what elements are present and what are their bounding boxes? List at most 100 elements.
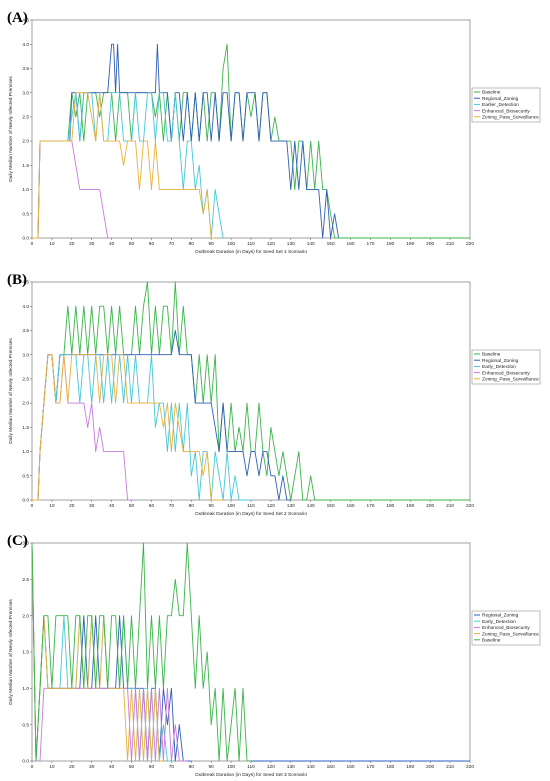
x-tick-label: 190 bbox=[406, 503, 414, 509]
panel-b-label: (B) bbox=[7, 272, 27, 288]
x-tick-label: 200 bbox=[426, 241, 434, 247]
x-tick-label: 50 bbox=[129, 241, 135, 247]
x-tick-label: 200 bbox=[426, 764, 434, 770]
y-tick-label: 1.0 bbox=[22, 686, 29, 692]
legend-entry: Regional_Zoning bbox=[482, 613, 519, 619]
x-tick-label: 80 bbox=[189, 503, 195, 509]
series-line-zoning-pass-surveillance bbox=[32, 354, 224, 501]
x-axis-label: Outbreak Duration (in Days) for Seed Set… bbox=[195, 511, 307, 517]
x-tick-label: 180 bbox=[386, 764, 394, 770]
y-tick-label: 2.5 bbox=[22, 114, 29, 120]
x-tick-label: 0 bbox=[31, 241, 34, 247]
chart-a-svg: 0 10 20 30 40 50 60 70 80 90 100 110 120 130 140 150 160… bbox=[8, 18, 541, 255]
y-axis-label: Daily Median Number of Newly Infected Pr… bbox=[8, 76, 14, 182]
legend-entry: Early_Detection bbox=[482, 619, 516, 625]
chart-c-svg: 0 10 20 30 40 50 60 70 80 90 100 110 120 130 140 150 160… bbox=[8, 541, 541, 778]
x-tick-label: 10 bbox=[49, 241, 55, 247]
x-tick-label: 220 bbox=[466, 764, 474, 770]
x-tick-label: 40 bbox=[109, 503, 115, 509]
y-tick-label: 4.5 bbox=[22, 280, 29, 286]
x-tick-label: 220 bbox=[466, 503, 474, 509]
x-tick-label: 20 bbox=[69, 241, 75, 247]
legend-entry: Regional_Zoning bbox=[482, 358, 519, 364]
legend-box bbox=[471, 349, 541, 385]
x-tick-label: 130 bbox=[287, 503, 295, 509]
x-tick-label: 60 bbox=[149, 764, 155, 770]
legend-entry: Zoning_Pass_Surveillance bbox=[482, 115, 539, 121]
x-tick-label: 180 bbox=[386, 503, 394, 509]
x-tick-label: 130 bbox=[287, 241, 295, 247]
series-line-zoning-pass-surveillance bbox=[31, 542, 164, 762]
legend-entry: Enhanced_Biosecurity bbox=[482, 625, 530, 631]
x-tick-label: 70 bbox=[169, 503, 175, 509]
x-tick-label: 190 bbox=[406, 241, 414, 247]
x-tick-label: 180 bbox=[386, 241, 394, 247]
series-line-earlier-detection bbox=[32, 92, 224, 239]
y-tick-label: 3.0 bbox=[22, 541, 29, 547]
x-tick-label: 90 bbox=[209, 503, 215, 509]
y-tick-label: 2.5 bbox=[22, 577, 29, 583]
x-tick-label: 0 bbox=[31, 764, 34, 770]
x-tick-label: 190 bbox=[406, 764, 414, 770]
x-tick-label: 50 bbox=[129, 503, 135, 509]
x-tick-label: 210 bbox=[446, 241, 454, 247]
x-tick-label: 170 bbox=[366, 503, 374, 509]
y-tick-label: 3.0 bbox=[22, 352, 29, 358]
x-tick-label: 120 bbox=[267, 241, 275, 247]
x-tick-label: 130 bbox=[287, 764, 295, 770]
x-tick-label: 90 bbox=[209, 241, 215, 247]
x-tick-label: 160 bbox=[347, 503, 355, 509]
legend-entry: Zoning_Pass_Surveillance bbox=[482, 631, 539, 637]
y-tick-label: 0.0 bbox=[22, 236, 29, 242]
x-tick-label: 210 bbox=[446, 764, 454, 770]
x-tick-label: 40 bbox=[109, 764, 115, 770]
x-tick-label: 100 bbox=[227, 503, 235, 509]
x-tick-label: 150 bbox=[327, 241, 335, 247]
x-tick-label: 30 bbox=[89, 503, 95, 509]
y-tick-label: 2.0 bbox=[22, 139, 29, 145]
series-line-zoning-pass-surveillance bbox=[32, 92, 216, 239]
x-tick-label: 150 bbox=[327, 503, 335, 509]
x-tick-label: 70 bbox=[169, 764, 175, 770]
legend-entry: Early_Detection bbox=[482, 364, 516, 370]
x-tick-label: 40 bbox=[109, 241, 115, 247]
x-tick-label: 170 bbox=[366, 764, 374, 770]
legend-entry: Baseline bbox=[482, 638, 501, 644]
legend-box bbox=[471, 87, 541, 123]
series-line-regional-zoning bbox=[32, 43, 340, 239]
plot-area bbox=[31, 281, 471, 501]
y-tick-label: 1.5 bbox=[22, 163, 29, 169]
x-tick-label: 20 bbox=[69, 503, 75, 509]
x-tick-label: 10 bbox=[49, 503, 55, 509]
y-tick-label: 4.0 bbox=[22, 304, 29, 310]
x-tick-label: 140 bbox=[307, 764, 315, 770]
x-tick-label: 140 bbox=[307, 503, 315, 509]
x-tick-label: 220 bbox=[466, 241, 474, 247]
legend-entry: Enhanced_Biosecurity bbox=[482, 370, 530, 376]
chart-panel-c: (C) 0 10 20 30 40 50 60 70 80 90 100 110 120 130 140 15… bbox=[0, 523, 550, 781]
y-tick-label: 3.0 bbox=[22, 90, 29, 96]
legend-entry: Regional_Zoning bbox=[482, 96, 519, 102]
x-tick-label: 110 bbox=[247, 503, 255, 509]
y-tick-label: 1.0 bbox=[22, 449, 29, 455]
y-tick-label: 0.5 bbox=[22, 211, 29, 217]
y-axis-label: Daily Median Number of Newly Infected Pr… bbox=[8, 338, 14, 444]
y-tick-label: 2.5 bbox=[22, 376, 29, 382]
x-tick-label: 140 bbox=[307, 241, 315, 247]
x-axis-label: Outbreak Duration (in Days) for Seed Set… bbox=[195, 772, 307, 778]
y-tick-label: 1.0 bbox=[22, 187, 29, 193]
x-tick-label: 20 bbox=[69, 764, 75, 770]
x-tick-label: 120 bbox=[267, 764, 275, 770]
x-tick-label: 50 bbox=[129, 764, 135, 770]
y-tick-label: 0.5 bbox=[22, 722, 29, 728]
y-tick-label: 0.0 bbox=[22, 498, 29, 504]
legend-entry: Baseline bbox=[482, 352, 501, 358]
x-tick-label: 80 bbox=[189, 764, 195, 770]
y-tick-label: 3.5 bbox=[22, 66, 29, 72]
x-tick-label: 160 bbox=[347, 241, 355, 247]
legend-entry: Zoning_Pass_Surveillance bbox=[482, 377, 539, 383]
x-tick-label: 150 bbox=[327, 764, 335, 770]
x-tick-label: 70 bbox=[169, 241, 175, 247]
x-tick-label: 60 bbox=[149, 241, 155, 247]
y-tick-label: 4.5 bbox=[22, 18, 29, 24]
